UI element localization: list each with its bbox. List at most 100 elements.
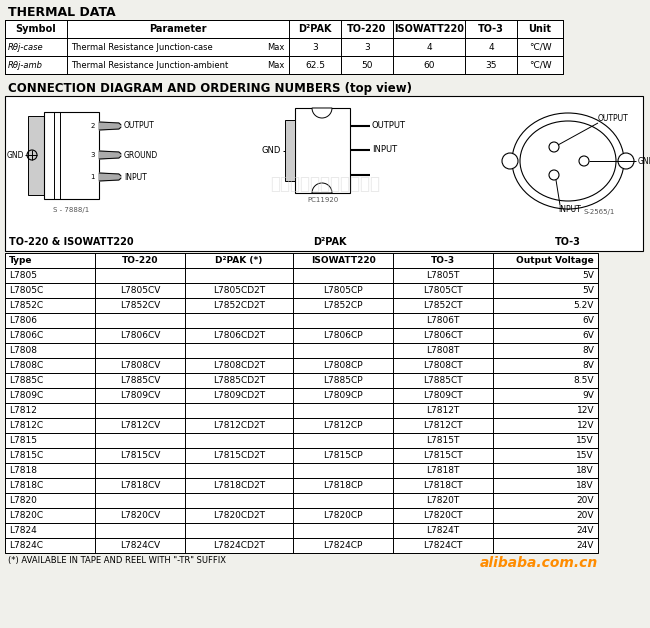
Text: L7809CV: L7809CV	[120, 391, 160, 400]
Text: (*) AVAILABLE IN TAPE AND REEL WITH "-TR" SUFFIX: (*) AVAILABLE IN TAPE AND REEL WITH "-TR…	[8, 556, 226, 565]
Text: L7815T: L7815T	[426, 436, 460, 445]
Circle shape	[502, 153, 518, 169]
Text: 深圳佰路达电子有限公司: 深圳佰路达电子有限公司	[270, 175, 380, 193]
Text: TO-3: TO-3	[555, 237, 581, 247]
Circle shape	[549, 142, 559, 152]
Text: ISOWATT220: ISOWATT220	[394, 24, 464, 34]
Bar	[5, 403, 598, 418]
Text: 50: 50	[361, 60, 372, 70]
Text: Max: Max	[268, 60, 285, 70]
Text: 24V: 24V	[577, 541, 594, 550]
Text: TO-3: TO-3	[478, 24, 504, 34]
Text: L7824T: L7824T	[426, 526, 460, 535]
Text: L7885CP: L7885CP	[323, 376, 363, 385]
Text: L7885CD2T: L7885CD2T	[213, 376, 265, 385]
Text: L7809CT: L7809CT	[423, 391, 463, 400]
Text: S-2565/1: S-2565/1	[583, 209, 614, 215]
Text: L7805CT: L7805CT	[423, 286, 463, 295]
Text: L7805CP: L7805CP	[323, 286, 363, 295]
Text: ISOWATT220: ISOWATT220	[311, 256, 376, 265]
Text: L7818T: L7818T	[426, 466, 460, 475]
Text: Symbol: Symbol	[16, 24, 57, 34]
Text: °C/W: °C/W	[528, 60, 551, 70]
Text: L7852CP: L7852CP	[323, 301, 363, 310]
Text: 60: 60	[423, 60, 435, 70]
Text: L7852C: L7852C	[9, 301, 43, 310]
Text: L7885C: L7885C	[9, 376, 44, 385]
Bar	[5, 56, 563, 74]
Text: L7808: L7808	[9, 346, 37, 355]
Bar	[5, 448, 598, 463]
Text: L7824CD2T: L7824CD2T	[213, 541, 265, 550]
Text: L7808CV: L7808CV	[120, 361, 160, 370]
Text: L7820T: L7820T	[426, 496, 460, 505]
Text: 3: 3	[90, 152, 95, 158]
Text: L7805: L7805	[9, 271, 37, 280]
Bar	[5, 463, 598, 478]
Text: L7812CP: L7812CP	[323, 421, 363, 430]
Bar	[5, 253, 598, 268]
Bar	[5, 96, 643, 251]
Text: L7806CT: L7806CT	[423, 331, 463, 340]
Bar	[5, 523, 598, 538]
Text: Thermal Resistance Junction-ambient: Thermal Resistance Junction-ambient	[71, 60, 228, 70]
Ellipse shape	[512, 113, 624, 209]
Text: L7818: L7818	[9, 466, 37, 475]
Circle shape	[579, 156, 589, 166]
Text: 8V: 8V	[582, 346, 594, 355]
Text: Type: Type	[9, 256, 32, 265]
Bar	[44, 112, 99, 199]
Text: OUTPUT: OUTPUT	[372, 121, 406, 131]
Text: L7852CV: L7852CV	[120, 301, 160, 310]
Text: 20V: 20V	[577, 511, 594, 520]
Wedge shape	[312, 108, 332, 118]
Text: TO-220 & ISOWATT220: TO-220 & ISOWATT220	[8, 237, 133, 247]
Text: 3: 3	[364, 43, 370, 51]
Text: L7812: L7812	[9, 406, 37, 415]
Text: L7824CV: L7824CV	[120, 541, 160, 550]
Text: 4: 4	[426, 43, 432, 51]
Text: 6V: 6V	[582, 331, 594, 340]
Text: Unit: Unit	[528, 24, 551, 34]
Bar	[5, 343, 598, 358]
Text: 18V: 18V	[577, 466, 594, 475]
Text: GND: GND	[6, 151, 24, 160]
Bar	[5, 268, 598, 283]
Polygon shape	[99, 122, 121, 130]
Text: L7818CD2T: L7818CD2T	[213, 481, 265, 490]
Text: L7885CV: L7885CV	[120, 376, 160, 385]
Text: 20V: 20V	[577, 496, 594, 505]
Text: TO-220: TO-220	[347, 24, 387, 34]
Text: CONNECTION DIAGRAM AND ORDERING NUMBERS (top view): CONNECTION DIAGRAM AND ORDERING NUMBERS …	[8, 82, 412, 95]
Text: 5V: 5V	[582, 286, 594, 295]
Text: L7806T: L7806T	[426, 316, 460, 325]
Text: 12V: 12V	[577, 421, 594, 430]
Bar	[5, 328, 598, 343]
Circle shape	[549, 170, 559, 180]
Bar	[5, 388, 598, 403]
Bar	[5, 38, 563, 56]
Text: L7820CP: L7820CP	[323, 511, 363, 520]
Text: 24V: 24V	[577, 526, 594, 535]
Text: L7806CP: L7806CP	[323, 331, 363, 340]
Text: L7818C: L7818C	[9, 481, 44, 490]
Bar	[5, 283, 598, 298]
Text: 5.2V: 5.2V	[573, 301, 594, 310]
Text: L7815CD2T: L7815CD2T	[213, 451, 265, 460]
Text: L7815C: L7815C	[9, 451, 44, 460]
Text: L7852CD2T: L7852CD2T	[213, 301, 265, 310]
Text: L7805CD2T: L7805CD2T	[213, 286, 265, 295]
Bar	[5, 298, 598, 313]
Text: L7808T: L7808T	[426, 346, 460, 355]
Bar	[285, 120, 295, 181]
Text: L7812CD2T: L7812CD2T	[213, 421, 265, 430]
Text: L7806CV: L7806CV	[120, 331, 160, 340]
Text: L7809C: L7809C	[9, 391, 44, 400]
Text: THERMAL DATA: THERMAL DATA	[8, 6, 116, 19]
Text: L7805C: L7805C	[9, 286, 44, 295]
Text: L7820CV: L7820CV	[120, 511, 160, 520]
Text: L7820CD2T: L7820CD2T	[213, 511, 265, 520]
Text: 6V: 6V	[582, 316, 594, 325]
Text: L7824CT: L7824CT	[423, 541, 463, 550]
Text: INPUT: INPUT	[372, 146, 397, 154]
